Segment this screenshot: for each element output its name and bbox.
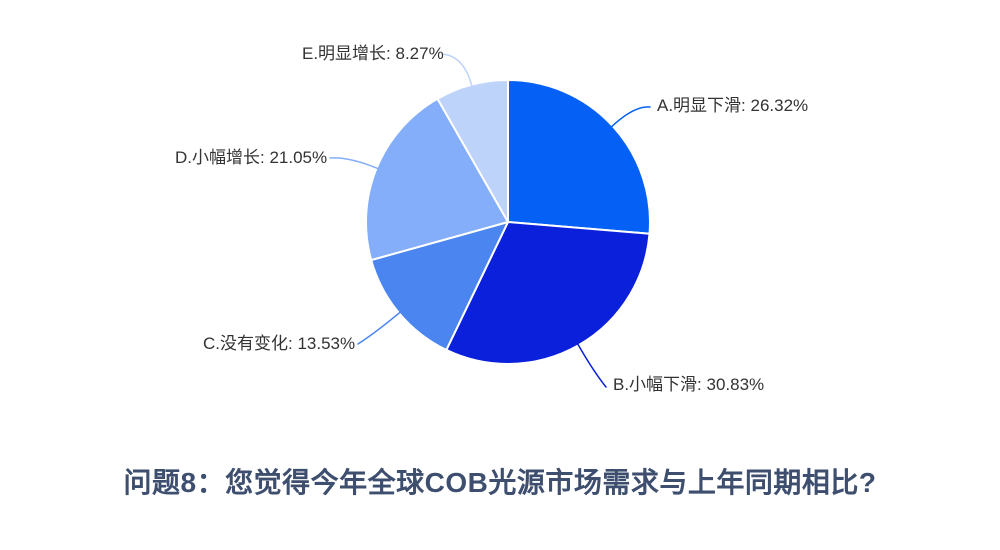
leader-line-a — [611, 106, 651, 128]
leader-line-c — [357, 311, 401, 345]
leader-line-d — [329, 157, 379, 170]
pie-label-a: A.明显下滑: 26.32% — [657, 96, 809, 115]
leader-line-b — [577, 343, 607, 388]
pie-label-b: B.小幅下滑: 30.83% — [613, 375, 765, 394]
pie-label-c: C.没有变化: 13.53% — [203, 334, 356, 353]
leader-line-e — [441, 53, 473, 87]
chart-title: 问题8：您觉得今年全球COB光源市场需求与上年同期相比? — [123, 467, 877, 498]
pie-label-e: E.明显增长: 8.27% — [302, 44, 444, 63]
pie-label-d: D.小幅增长: 21.05% — [175, 148, 328, 167]
pie-slice-a — [507, 79, 651, 235]
